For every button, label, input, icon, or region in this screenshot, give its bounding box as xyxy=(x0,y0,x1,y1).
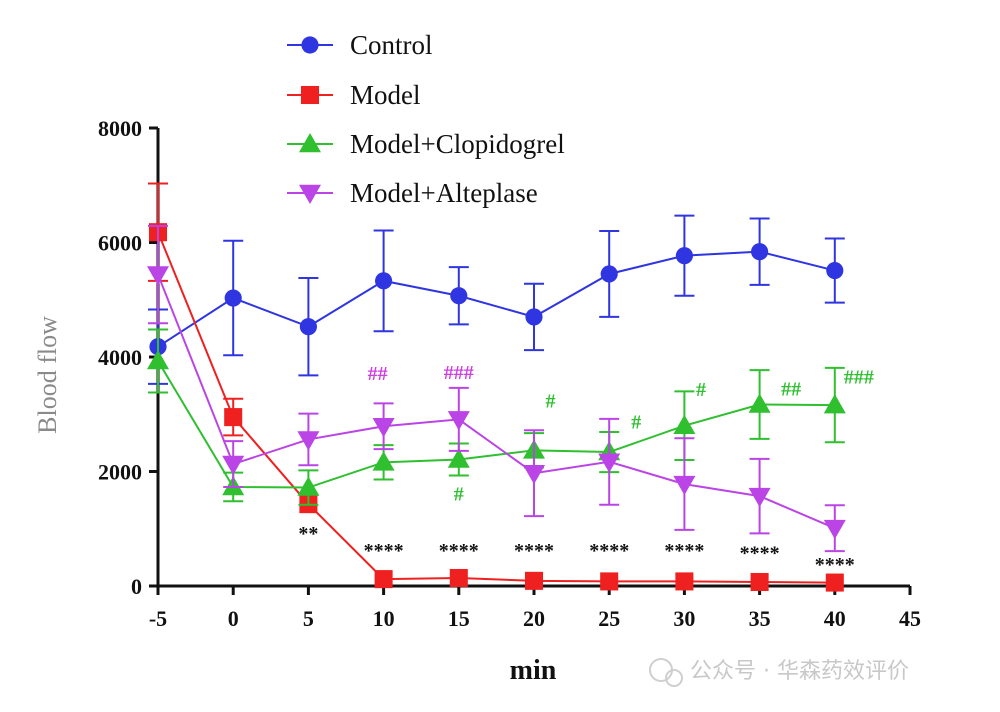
data-point xyxy=(375,272,393,290)
x-tick-label: 10 xyxy=(373,606,395,631)
legend-item: Model+Alteplase xyxy=(287,178,538,208)
y-axis-title: Blood flow xyxy=(33,316,62,434)
significance-mark: **** xyxy=(514,540,554,562)
legend-label: Model+Clopidogrel xyxy=(350,129,565,159)
data-point xyxy=(823,394,846,414)
data-point xyxy=(224,289,242,307)
significance-mark: # xyxy=(454,484,464,506)
data-point xyxy=(147,266,169,286)
data-point xyxy=(222,455,245,476)
data-point xyxy=(600,265,618,283)
data-point xyxy=(224,408,243,427)
annotations: ****** **** **** **** **** ********## ####### #… xyxy=(298,362,873,576)
series-model xyxy=(148,182,844,592)
significance-mark: ### xyxy=(444,362,474,384)
data-point xyxy=(523,464,545,485)
data-point xyxy=(447,448,470,468)
x-tick-label: 20 xyxy=(523,606,545,631)
y-tick-label: 6000 xyxy=(98,231,142,256)
x-tick-label: 35 xyxy=(749,606,771,631)
x-tick-label: 40 xyxy=(824,606,846,631)
data-point xyxy=(826,261,844,280)
x-tick-label: 25 xyxy=(598,606,620,631)
legend: Control Model Model+Clopidogrel Model+Altep… xyxy=(287,30,565,208)
y-tick-label: 8000 xyxy=(98,116,142,141)
significance-mark: # xyxy=(631,412,641,434)
x-axis-title: min xyxy=(510,655,557,686)
series-line xyxy=(157,360,835,489)
data-point xyxy=(751,243,769,261)
y-tick-label: 2000 xyxy=(98,460,142,485)
x-tick-label: 0 xyxy=(228,606,239,631)
data-point xyxy=(823,519,846,540)
data-point xyxy=(297,476,320,496)
significance-mark: # xyxy=(546,390,556,412)
data-point xyxy=(748,487,771,508)
x-tick-label: 30 xyxy=(673,606,695,631)
data-point xyxy=(372,418,395,438)
legend-label: Model xyxy=(350,80,421,110)
wechat-icon xyxy=(649,658,673,682)
significance-mark: **** xyxy=(589,540,629,562)
data-point xyxy=(449,568,468,588)
data-point xyxy=(748,393,771,413)
data-point xyxy=(675,247,693,265)
watermark: 公众号 · 华森药效评价 xyxy=(649,658,909,687)
significance-mark: ### xyxy=(844,366,874,388)
significance-mark: **** xyxy=(364,540,404,562)
data-point xyxy=(825,573,844,592)
data-point xyxy=(598,453,621,473)
data-point xyxy=(525,308,543,326)
legend-marker xyxy=(299,133,321,153)
data-point xyxy=(450,287,468,305)
series-line xyxy=(157,274,836,530)
legend-marker xyxy=(300,85,320,105)
significance-mark: ## xyxy=(368,363,388,385)
watermark-text: 公众号 · 华森药效评价 xyxy=(690,659,909,684)
data-point xyxy=(675,572,694,591)
series-line xyxy=(157,231,835,584)
significance-mark: ## xyxy=(781,378,801,400)
data-point xyxy=(299,318,317,336)
data-point xyxy=(600,572,619,591)
y-tick-label: 4000 xyxy=(98,345,142,370)
significance-mark: **** xyxy=(439,540,479,562)
y-tick-label: 0 xyxy=(131,574,142,599)
significance-mark: ** xyxy=(298,523,318,545)
legend-label: Model+Alteplase xyxy=(350,178,538,208)
data-point xyxy=(524,571,544,590)
data-point xyxy=(374,570,393,589)
x-tick-label: 15 xyxy=(448,606,470,631)
data-point xyxy=(673,414,696,434)
series-model-alteplase xyxy=(147,224,846,553)
wechat-icon-bubble xyxy=(665,669,683,687)
series-model-clopidogrel xyxy=(147,328,846,506)
series-control xyxy=(148,214,845,385)
data-point xyxy=(147,350,169,370)
data-point xyxy=(673,475,696,496)
data-point xyxy=(447,411,470,431)
data-point xyxy=(297,431,320,451)
x-tick-label: 45 xyxy=(899,606,921,631)
legend-item: Model xyxy=(287,80,421,110)
significance-mark: # xyxy=(696,379,706,401)
significance-mark: **** xyxy=(664,540,704,562)
legend-item: Control xyxy=(287,30,433,60)
legend-item: Model+Clopidogrel xyxy=(287,129,565,159)
significance-mark: **** xyxy=(740,543,780,565)
data-point xyxy=(750,572,769,592)
legend-marker xyxy=(299,184,321,204)
significance-mark: **** xyxy=(815,554,855,576)
axes: 0 2000 4000 6000 8000 -5 0 5 10 15 20 25 30 35 40 45 xyxy=(98,116,921,631)
legend-marker xyxy=(301,36,319,54)
x-tick-label: -5 xyxy=(149,606,167,631)
series-layer xyxy=(147,182,846,592)
series-line xyxy=(157,250,836,348)
legend-label: Control xyxy=(350,30,433,60)
data-point xyxy=(372,451,395,471)
x-tick-label: 5 xyxy=(303,606,314,631)
